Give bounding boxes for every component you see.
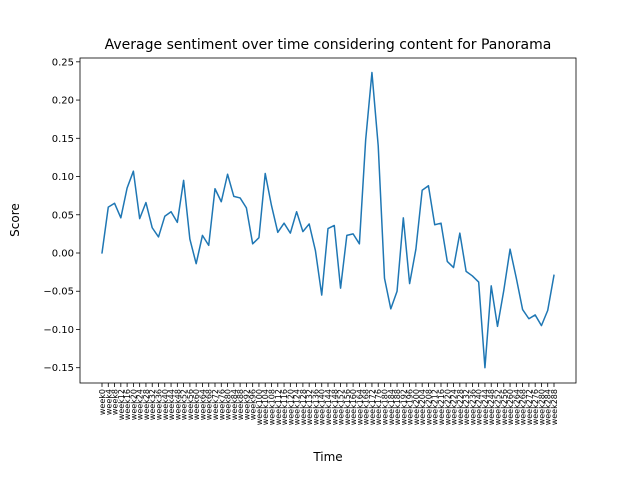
x-tick-label: week184 — [387, 389, 396, 425]
x-tick-label: week108 — [268, 389, 277, 425]
x-tick-label: week28 — [142, 389, 151, 420]
y-tick-label: 0.00 — [52, 249, 74, 260]
plot-frame — [79, 57, 577, 384]
x-tick-label: week204 — [418, 389, 427, 425]
x-tick-label: week80 — [224, 389, 233, 420]
x-tick-label: week192 — [399, 389, 408, 425]
x-tick-label: week120 — [286, 389, 295, 425]
x-tick-label: week76 — [217, 389, 226, 420]
x-tick-label: week236 — [468, 389, 477, 425]
x-tick-label: week168 — [362, 389, 371, 425]
x-tick-label: week48 — [173, 389, 182, 420]
x-tick-label: week24 — [136, 389, 145, 420]
chart-title: Average sentiment over time considering … — [105, 37, 552, 53]
x-tick-label: week232 — [462, 389, 471, 425]
x-tick-label: week104 — [261, 389, 270, 425]
x-tick-label: week68 — [205, 389, 214, 420]
y-axis: −0.15 −0.10 −0.05 0.00 0.05 0.10 0.15 0.20 0.25 — [43, 57, 80, 374]
x-tick-label: week116 — [280, 389, 289, 425]
x-tick-label: week152 — [337, 389, 346, 425]
x-tick-label: week148 — [330, 389, 339, 425]
x-tick-label: week220 — [443, 389, 452, 425]
x-tick-label: week20 — [129, 389, 138, 420]
y-tick-label: 0.15 — [52, 134, 74, 145]
y-axis-title: Score — [8, 203, 22, 237]
x-tick-label: week112 — [274, 389, 283, 425]
x-tick-label: week268 — [519, 389, 528, 425]
x-tick-label: week92 — [242, 389, 251, 420]
x-tick-label: week36 — [155, 389, 164, 420]
y-tick-label: 0.25 — [52, 57, 74, 68]
x-tick-label: week228 — [456, 389, 465, 425]
x-tick-label: week132 — [305, 389, 314, 425]
y-tick-label: 0.10 — [52, 172, 74, 183]
x-tick-label: week212 — [431, 389, 440, 425]
x-tick-label: week200 — [412, 389, 421, 425]
x-tick-label: week8 — [111, 389, 120, 415]
x-tick-label: week164 — [355, 389, 364, 425]
x-tick-label: week240 — [475, 389, 484, 425]
x-tick-label: week280 — [537, 389, 546, 425]
x-tick-label: week100 — [255, 389, 264, 425]
x-tick-label: week16 — [123, 389, 132, 420]
x-tick-label: week244 — [481, 389, 490, 425]
series-line — [101, 71, 555, 369]
x-tick-label: week12 — [117, 389, 126, 420]
x-tick-label: week180 — [381, 389, 390, 425]
x-tick-label: week4 — [104, 389, 113, 415]
plot-area — [80, 58, 576, 383]
x-tick-label: week140 — [318, 389, 327, 425]
x-tick-label: week260 — [506, 389, 515, 425]
x-tick-label: week172 — [368, 389, 377, 425]
x-tick-label: week224 — [450, 389, 459, 425]
x-tick-label: week32 — [148, 389, 157, 420]
x-tick-label: week96 — [249, 389, 258, 420]
x-tick-label: week88 — [236, 389, 245, 420]
x-tick-label: week136 — [311, 389, 320, 425]
x-tick-label: week44 — [167, 389, 176, 420]
x-tick-label: week256 — [500, 389, 509, 425]
x-axis: week0week4week8week12week16week20week24w… — [98, 383, 559, 425]
x-tick-label: week276 — [531, 389, 540, 425]
x-tick-label: week84 — [230, 389, 239, 420]
y-tick-label: −0.05 — [43, 287, 74, 298]
x-tick-label: week216 — [437, 389, 446, 425]
x-tick-label: week176 — [374, 389, 383, 425]
y-tick-label: 0.05 — [52, 210, 74, 221]
x-tick-label: week284 — [544, 389, 553, 425]
x-tick-label: week0 — [98, 389, 107, 415]
x-tick-label: week72 — [211, 389, 220, 420]
x-tick-label: week64 — [198, 389, 207, 420]
y-tick-label: 0.20 — [52, 96, 74, 107]
x-tick-label: week196 — [406, 389, 415, 425]
x-tick-label: week288 — [550, 389, 559, 425]
x-axis-title: Time — [312, 450, 342, 464]
x-tick-label: week248 — [487, 389, 496, 425]
y-tick-label: −0.15 — [43, 363, 74, 374]
y-tick-label: −0.10 — [43, 325, 74, 336]
x-tick-label: week128 — [299, 389, 308, 425]
x-tick-label: week156 — [343, 389, 352, 425]
x-tick-label: week160 — [349, 389, 358, 425]
x-tick-label: week208 — [424, 389, 433, 425]
x-tick-label: week60 — [192, 389, 201, 420]
x-tick-label: week144 — [324, 389, 333, 425]
x-tick-label: week272 — [525, 389, 534, 425]
x-tick-label: week252 — [494, 389, 503, 425]
x-tick-label: week40 — [161, 389, 170, 420]
x-tick-label: week264 — [512, 389, 521, 425]
x-tick-label: week52 — [180, 389, 189, 420]
x-tick-label: week56 — [186, 389, 195, 420]
x-tick-label: week188 — [393, 389, 402, 425]
x-tick-label: week124 — [293, 389, 302, 425]
